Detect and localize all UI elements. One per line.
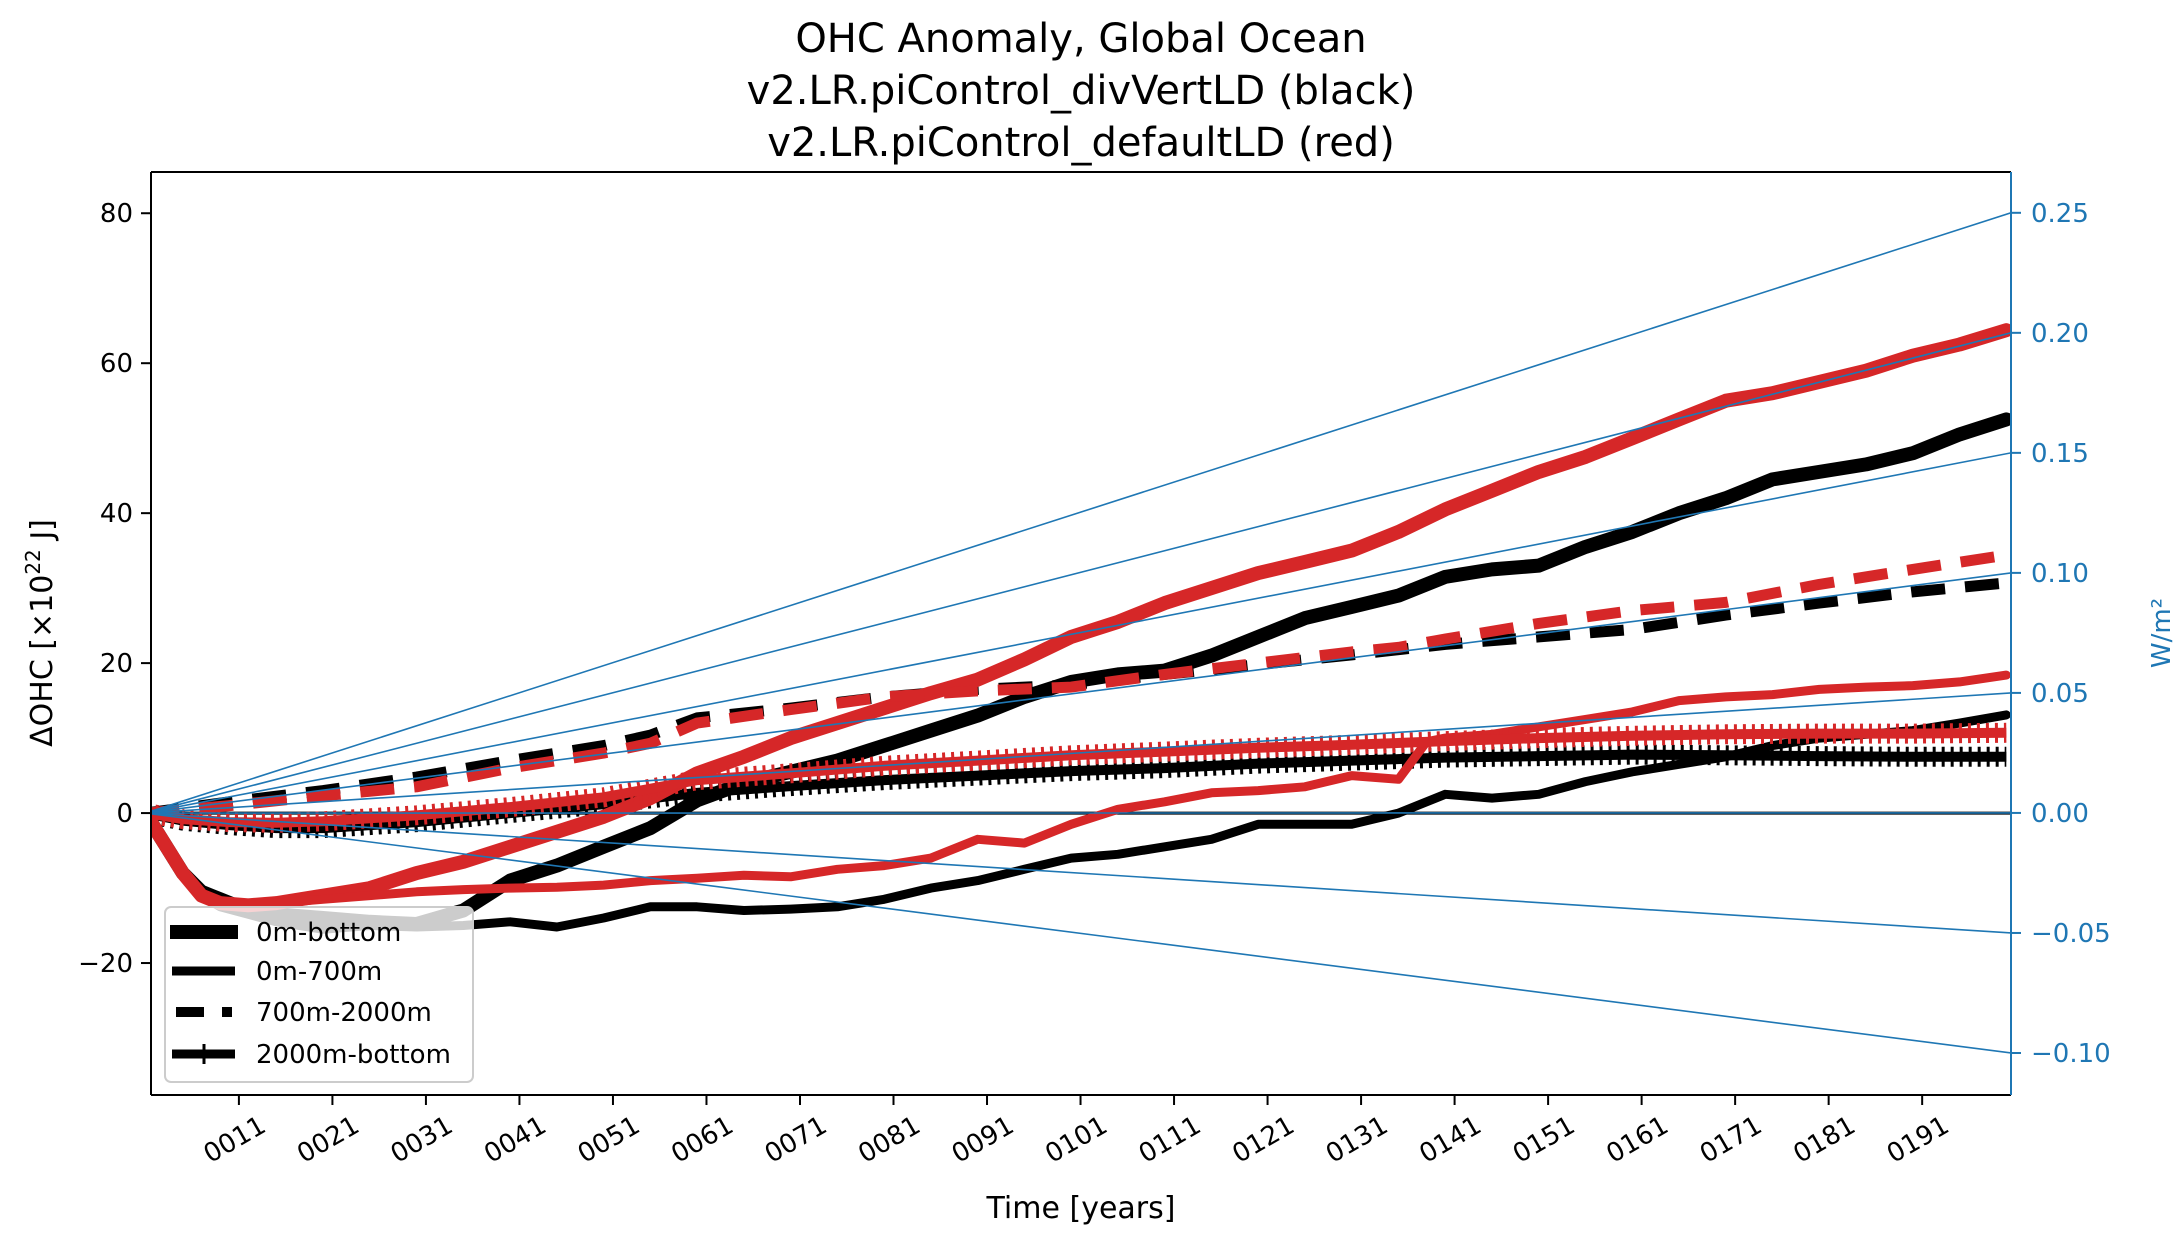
reference-line-0p05	[151, 692, 2011, 814]
series-defaultld-700m-2000m	[151, 549, 2008, 819]
right-y-tick-label: 0.20	[2031, 319, 2089, 349]
right-y-tick-label: −0.05	[2031, 919, 2111, 949]
right-y-tick-label: 0.25	[2031, 199, 2089, 229]
reference-line-neg0p05	[151, 812, 2011, 934]
legend-entry-2000m-bottom: 2000m-bottom	[172, 1040, 451, 1070]
y-axis-label-suffix: J]	[25, 519, 60, 549]
legend-entry-0m-bottom: 0m-bottom	[170, 918, 401, 948]
right-y-tick-label: −0.10	[2031, 1039, 2111, 1069]
chart-title-line-2: v2.LR.piControl_divVertLD (black)	[747, 68, 1416, 114]
reference-line-0p1	[151, 572, 2011, 814]
y-tick-label: 40	[100, 499, 133, 529]
legend-box	[164, 906, 474, 1083]
right-y-axis-ticks: 0.25 0.20 0.15 0.10 0.05 0.00 −0.05 −0.10	[2011, 199, 2111, 1069]
y-tick-label: 20	[100, 649, 133, 679]
series-line-defaultld-0m-700m	[151, 670, 2011, 910]
right-y-tick-label: 0.10	[2031, 559, 2089, 589]
legend-entry-0m-700m: 0m-700m	[172, 957, 382, 987]
right-y-tick-label: 0.00	[2031, 799, 2089, 829]
legend: 0m-bottom 0m-700m 700m-2000m 2000m-botto…	[164, 906, 474, 1083]
y-tick-label: −20	[78, 949, 133, 979]
chart-title-line-1: OHC Anomaly, Global Ocean	[795, 16, 1366, 62]
reference-line-0p15	[151, 452, 2011, 813]
y-tick-label: 0	[116, 799, 133, 829]
reference-line-neg0p1	[151, 812, 2011, 1054]
x-axis-label: Time [years]	[986, 1191, 1176, 1226]
chart-title-line-3: v2.LR.piControl_defaultLD (red)	[767, 120, 1395, 166]
legend-label: 700m-2000m	[256, 998, 432, 1028]
y-axis-label-exponent: 22	[21, 549, 45, 574]
right-y-tick-label: 0.05	[2031, 679, 2089, 709]
y-tick-label: 60	[100, 349, 133, 379]
y-tick-label: 80	[100, 199, 133, 229]
series-defaultld-0m-700m	[151, 670, 2011, 910]
series-line-defaultld-2000m-bottom	[151, 727, 2007, 828]
legend-label: 2000m-bottom	[256, 1040, 451, 1070]
right-y-tick-label: 0.15	[2031, 439, 2089, 469]
legend-label: 0m-700m	[256, 957, 382, 987]
reference-line-0p25	[151, 212, 2011, 813]
series-line-defaultld-700m-2000m	[151, 549, 2008, 819]
legend-entry-700m-2000m: 700m-2000m	[176, 998, 432, 1028]
right-y-axis-label: W/m²	[2147, 598, 2177, 668]
legend-label: 0m-bottom	[256, 918, 401, 948]
y-axis-ticks: 80 60 40 20 0 −20	[78, 199, 151, 979]
reference-line-0p2	[151, 332, 2011, 813]
y-axis-label-prefix: ΔOHC [×10	[25, 575, 60, 747]
series-defaultld-2000m-bottom	[151, 722, 2007, 833]
y-axis-label: ΔOHC [×1022 J]	[21, 519, 60, 747]
